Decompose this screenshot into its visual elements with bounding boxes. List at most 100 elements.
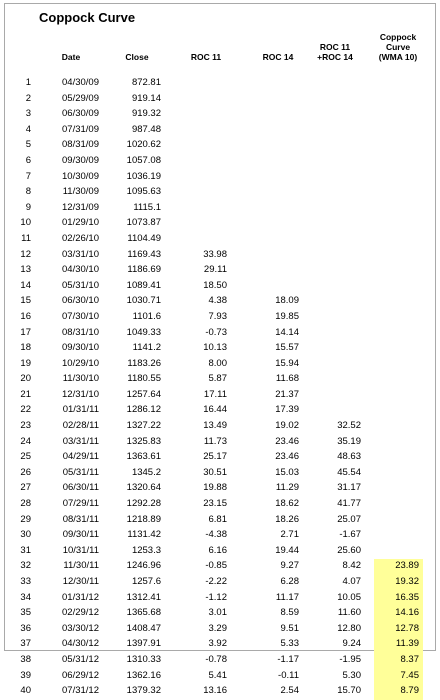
table-row: 10 01/29/10 1073.87 bbox=[5, 216, 435, 232]
roc-sum-cell: 41.77 bbox=[337, 498, 361, 510]
close-cell: 1104.49 bbox=[127, 232, 161, 244]
close-cell: 1365.68 bbox=[126, 607, 161, 619]
row-number: 19 bbox=[20, 357, 31, 369]
row-number: 39 bbox=[20, 669, 31, 681]
roc-sum-cell: 8.42 bbox=[342, 560, 362, 572]
table-row: 24 03/31/11 1325.83 11.73 23.46 35.19 bbox=[5, 435, 435, 451]
header-close: Close bbox=[125, 52, 149, 62]
roc11-cell: 8.00 bbox=[208, 357, 228, 369]
roc11-cell: 23.15 bbox=[203, 498, 227, 510]
close-cell: 1257.64 bbox=[126, 388, 161, 400]
roc14-cell: 18.62 bbox=[275, 498, 299, 510]
roc11-cell: -4.38 bbox=[205, 529, 227, 541]
date-cell: 10/30/09 bbox=[62, 170, 99, 182]
row-number: 22 bbox=[20, 404, 31, 416]
close-cell: 1095.63 bbox=[126, 186, 161, 198]
date-cell: 08/31/10 bbox=[62, 326, 99, 338]
coppock-cell: 23.89 bbox=[395, 560, 419, 572]
close-cell: 1186.69 bbox=[127, 264, 161, 276]
table-row: 9 12/31/09 1115.1 bbox=[5, 201, 435, 217]
close-cell: 1057.08 bbox=[126, 154, 161, 166]
date-cell: 02/26/10 bbox=[62, 232, 99, 244]
coppock-cell: 11.39 bbox=[395, 638, 419, 650]
row-number: 14 bbox=[20, 279, 31, 291]
roc14-cell: 11.68 bbox=[275, 373, 299, 385]
roc14-cell: 8.59 bbox=[280, 607, 300, 619]
roc14-cell: -0.11 bbox=[278, 669, 299, 681]
row-number: 7 bbox=[25, 170, 31, 182]
table-row: 39 06/29/12 1362.16 5.41 -0.11 5.30 7.45 bbox=[5, 669, 435, 685]
row-number: 35 bbox=[20, 607, 31, 619]
date-cell: 05/29/09 bbox=[62, 92, 99, 104]
roc-sum-cell: 25.60 bbox=[337, 544, 361, 556]
roc11-cell: 33.98 bbox=[203, 248, 227, 260]
date-cell: 10/29/10 bbox=[62, 357, 99, 369]
roc14-cell: 9.27 bbox=[280, 560, 300, 572]
row-number: 31 bbox=[20, 544, 31, 556]
row-number: 29 bbox=[20, 513, 31, 525]
table-row: 22 01/31/11 1286.12 16.44 17.39 bbox=[5, 403, 435, 419]
roc11-cell: 16.44 bbox=[203, 404, 227, 416]
roc14-cell: 21.37 bbox=[275, 388, 299, 400]
roc11-cell: 3.29 bbox=[208, 622, 228, 634]
roc-sum-cell: 5.30 bbox=[342, 669, 362, 681]
roc11-cell: -2.22 bbox=[205, 576, 227, 587]
close-cell: 1397.91 bbox=[126, 638, 161, 650]
date-cell: 06/30/11 bbox=[62, 482, 99, 494]
row-number: 18 bbox=[20, 342, 31, 354]
date-cell: 09/30/09 bbox=[62, 154, 99, 166]
close-cell: 1180.55 bbox=[127, 373, 161, 385]
roc11-cell: 3.92 bbox=[208, 638, 228, 650]
row-number: 17 bbox=[20, 326, 31, 338]
row-number: 6 bbox=[25, 154, 31, 166]
close-cell: 987.48 bbox=[131, 123, 161, 135]
coppock-cell: 12.78 bbox=[395, 622, 419, 634]
date-cell: 06/29/12 bbox=[62, 669, 99, 681]
table-row: 13 04/30/10 1186.69 29.11 bbox=[5, 263, 435, 279]
roc-sum-cell: 15.70 bbox=[337, 685, 361, 697]
roc11-cell: 30.51 bbox=[203, 466, 227, 478]
roc11-cell: 6.16 bbox=[208, 544, 228, 556]
roc14-cell: 18.09 bbox=[275, 295, 299, 307]
close-cell: 1115.1 bbox=[133, 201, 161, 213]
close-cell: 1101.6 bbox=[132, 310, 161, 322]
roc11-cell: -0.78 bbox=[205, 653, 227, 665]
roc-sum-cell: 32.52 bbox=[337, 420, 361, 432]
close-cell: 919.14 bbox=[131, 92, 161, 104]
roc-sum-cell: 31.17 bbox=[337, 482, 361, 494]
date-cell: 09/30/11 bbox=[62, 529, 99, 541]
date-cell: 02/29/12 bbox=[62, 607, 99, 619]
table-row: 37 04/30/12 1397.91 3.92 5.33 9.24 11.39 bbox=[5, 637, 435, 653]
roc11-cell: 13.16 bbox=[203, 685, 227, 697]
date-cell: 01/31/12 bbox=[62, 591, 99, 603]
roc-sum-cell: 11.60 bbox=[337, 607, 361, 619]
row-number: 28 bbox=[20, 498, 31, 510]
coppock-cell: 19.32 bbox=[395, 576, 419, 587]
roc-sum-cell: 48.63 bbox=[337, 451, 361, 463]
date-cell: 05/31/12 bbox=[62, 653, 99, 665]
close-cell: 1310.33 bbox=[126, 653, 161, 665]
spreadsheet-table: Coppock Curve Date Close ROC 11 ROC 14 R… bbox=[4, 3, 436, 700]
header-coppock-line1: Coppock bbox=[379, 32, 417, 42]
roc11-cell: -0.85 bbox=[205, 560, 227, 572]
row-number: 27 bbox=[20, 482, 31, 494]
header-roc-sum-line2: +ROC 14 bbox=[317, 52, 353, 62]
table-row: 18 09/30/10 1141.2 10.13 15.57 bbox=[5, 341, 435, 357]
header-coppock-curve: Coppock Curve (WMA 10) bbox=[369, 32, 427, 62]
row-number: 15 bbox=[20, 295, 31, 307]
table-row: 27 06/30/11 1320.64 19.88 11.29 31.17 bbox=[5, 481, 435, 497]
table-row: 2 05/29/09 919.14 bbox=[5, 92, 435, 108]
roc-sum-cell: 35.19 bbox=[337, 435, 361, 447]
header-roc14: ROC 14 bbox=[262, 52, 294, 62]
roc11-cell: 3.01 bbox=[208, 607, 228, 619]
roc14-cell: 19.02 bbox=[275, 420, 299, 432]
table-row: 30 09/30/11 1131.42 -4.38 2.71 -1.67 bbox=[5, 528, 435, 544]
date-cell: 06/30/09 bbox=[62, 108, 99, 120]
date-cell: 12/31/09 bbox=[62, 201, 99, 213]
table-row: 8 11/30/09 1095.63 bbox=[5, 185, 435, 201]
table-row: 33 12/30/11 1257.6 -2.22 6.28 4.07 19.32 bbox=[5, 575, 435, 591]
date-cell: 04/30/10 bbox=[62, 264, 99, 276]
roc11-cell: 6.81 bbox=[208, 513, 228, 525]
roc11-cell: 17.11 bbox=[203, 388, 227, 400]
row-number: 9 bbox=[25, 201, 31, 213]
